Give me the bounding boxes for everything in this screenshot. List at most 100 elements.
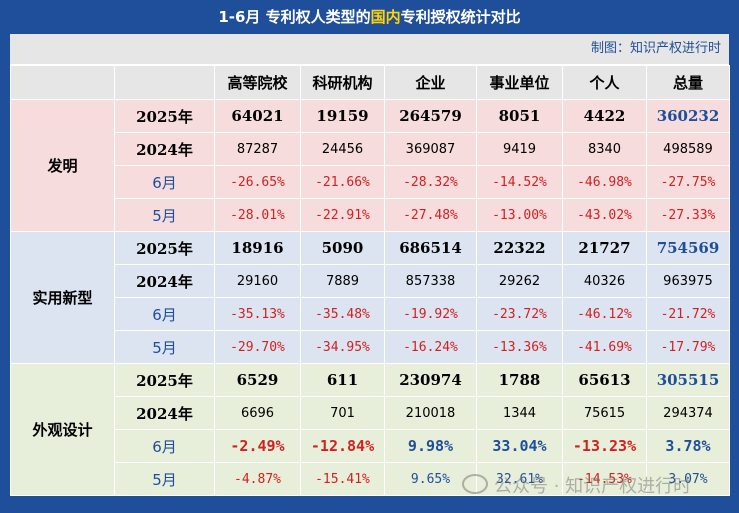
table-row: 5月 -28.01% -22.91% -27.48% -13.00% -43.02% -27… [11,198,730,232]
table-cell: -14.53% [562,462,647,496]
table-cell: 611 [300,363,385,397]
table-cell: 6696 [214,396,301,430]
table-cell: 305515 [646,363,730,397]
table-cell: -21.66% [300,165,385,199]
table-cell: 29160 [214,264,301,298]
table-cell: 857338 [384,264,477,298]
table-row: 5月 -29.70% -34.95% -16.24% -13.36% -41.69% -17… [11,330,730,364]
wechat-icon [462,474,488,494]
table-cell: -13.36% [476,330,563,364]
column-header: 个人 [562,65,647,100]
table-cell: 4422 [562,99,647,133]
report-frame: 1-6月 专利权人类型的国内专利授权统计对比 制图：知识产权进行时 高等院校 科… [10,0,730,513]
row-label: 5月 [114,198,215,232]
table-cell: 294374 [646,396,730,430]
table-cell: -13.00% [476,198,563,232]
table-cell: 18916 [214,231,301,265]
patent-stats-table: 高等院校 科研机构 企业 事业单位 个人 总量 发明 2025年 64021 1915… [10,65,730,496]
table-row: 2024年 29160 7889 857338 29262 40326 963975 [11,264,730,298]
table-cell: -4.87% [214,462,301,496]
table-cell: 6529 [214,363,301,397]
table-cell: 369087 [384,132,477,166]
table-row: 6月 -26.65% -21.66% -28.32% -14.52% -46.98% -27… [11,165,730,199]
column-header: 总量 [646,65,730,100]
table-cell: 40326 [562,264,647,298]
table-cell: -28.01% [214,198,301,232]
table-cell: 264579 [384,99,477,133]
table-cell: -34.95% [300,330,385,364]
header-corner-group [10,65,115,100]
table-cell: 1344 [476,396,563,430]
column-header: 科研机构 [300,65,385,100]
table-cell: 65613 [562,363,647,397]
table-cell: 210018 [384,396,477,430]
table-row: 6月 -35.13% -35.48% -19.92% -23.72% -46.12% -21… [11,297,730,331]
table-cell: 29262 [476,264,563,298]
table-cell: 686514 [384,231,477,265]
table-cell: -16.24% [384,330,477,364]
section-label: 外观设计 [10,363,115,496]
table-cell: 701 [300,396,385,430]
table-cell: -43.02% [562,198,647,232]
table-cell: 9.65% [384,462,477,496]
table-cell: -27.75% [646,165,730,199]
table-cell: -28.32% [384,165,477,199]
column-header: 高等院校 [214,65,301,100]
row-label: 2024年 [114,264,215,298]
table-row: 外观设计 2025年 6529 611 230974 1788 65613 305515 [10,363,730,496]
table-cell: -17.79% [646,330,730,364]
table-cell: 22322 [476,231,563,265]
section-label: 发明 [10,99,115,232]
table-cell: -19.92% [384,297,477,331]
table-cell: 230974 [384,363,477,397]
row-label: 2025年 [114,99,215,133]
table-cell: 9.98% [384,429,477,463]
table-row: 2024年 6696 701 210018 1344 75615 294374 [11,396,730,430]
table-cell: -35.13% [214,297,301,331]
table-cell: 3.07% [646,462,730,496]
report-title: 1-6月 专利权人类型的国内专利授权统计对比 [10,0,729,34]
table-cell: -46.98% [562,165,647,199]
row-label: 6月 [114,297,215,331]
table-body: 发明 2025年 64021 19159 264579 8051 4422 360232 202… [10,99,730,496]
table-cell: 498589 [646,132,730,166]
table-row: 2024年 87287 24456 369087 9419 8340 498589 [11,132,730,166]
table-cell: 754569 [646,231,730,265]
table-cell: 8340 [562,132,647,166]
table-cell: -27.33% [646,198,730,232]
table-row: 5月 -4.87% -15.41% 9.65% 32.61% -14.53% 3.07% [11,462,730,496]
row-label: 6月 [114,429,215,463]
title-suffix: 专利授权统计对比 [400,8,521,26]
table-row: 发明 2025年 64021 19159 264579 8051 4422 360232 [10,99,730,232]
table-row: 6月 -2.49% -12.84% 9.98% 33.04% -13.23% 3.78% [11,429,730,463]
table-cell: 7889 [300,264,385,298]
watermark-text: 公众号 · 知识产权进行时 [494,476,692,497]
table-cell: 1788 [476,363,563,397]
table-cell: 9419 [476,132,563,166]
row-label: 2024年 [114,132,215,166]
row-label: 2025年 [114,231,215,265]
row-label: 2024年 [114,396,215,430]
header-row: 高等院校 科研机构 企业 事业单位 个人 总量 [10,65,730,100]
row-label: 5月 [114,330,215,364]
row-label: 2025年 [114,363,215,397]
table-cell: 33.04% [476,429,563,463]
table-cell: -22.91% [300,198,385,232]
section-label: 实用新型 [10,231,115,364]
table-cell: -23.72% [476,297,563,331]
title-prefix: 1-6月 专利权人类型的 [218,8,371,26]
table-cell: 75615 [562,396,647,430]
table-row: 实用新型 2025年 18916 5090 686514 22322 21727 754569 [10,231,730,364]
table-cell: -13.23% [562,429,647,463]
table-cell: 360232 [646,99,730,133]
table-cell: 32.61% [476,462,563,496]
chart-credit: 制图：知识产权进行时 [10,34,729,65]
table-cell: -2.49% [214,429,301,463]
row-label: 5月 [114,462,215,496]
table-cell: -29.70% [214,330,301,364]
title-highlight: 国内 [370,8,401,26]
table-cell: 24456 [300,132,385,166]
header-corner-year [114,65,215,100]
table-cell: -14.52% [476,165,563,199]
table-cell: 87287 [214,132,301,166]
